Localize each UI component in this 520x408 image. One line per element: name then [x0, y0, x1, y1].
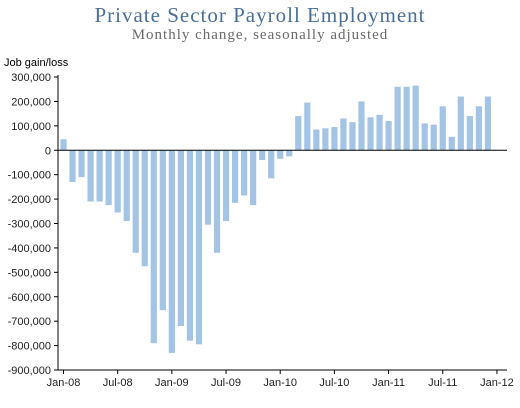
- bar: [367, 117, 374, 151]
- bar: [213, 150, 221, 253]
- y-tick-label: 100,000: [11, 121, 51, 133]
- bar: [394, 86, 401, 151]
- x-tick-label: Jan-08: [47, 377, 81, 389]
- y-tick-label: -100,000: [8, 170, 51, 182]
- y-tick-label: -900,000: [8, 365, 51, 377]
- bar: [141, 150, 148, 267]
- bar: [150, 150, 157, 344]
- bar: [168, 150, 175, 353]
- y-tick-label: -500,000: [8, 267, 51, 279]
- bar: [439, 106, 446, 151]
- bar: [304, 102, 311, 151]
- bar: [331, 127, 338, 151]
- bar: [322, 128, 329, 151]
- bar: [105, 150, 112, 206]
- bar: [96, 150, 103, 202]
- bar: [457, 96, 464, 151]
- bar: [376, 114, 383, 151]
- bar: [186, 150, 194, 341]
- bar: [412, 85, 419, 151]
- bar: [277, 150, 284, 159]
- bar: [484, 96, 492, 151]
- y-tick-label: -300,000: [8, 219, 51, 231]
- bar: [268, 150, 275, 179]
- x-tick-label: Jul-11: [428, 377, 457, 389]
- bar: [87, 150, 94, 202]
- bar: [69, 150, 76, 182]
- y-tick-label: 200,000: [11, 96, 51, 108]
- bar: [448, 136, 455, 151]
- bar: [259, 150, 266, 161]
- y-tick-label: -800,000: [8, 341, 51, 353]
- y-tick-label: 300,000: [11, 72, 51, 84]
- bar: [250, 150, 257, 206]
- y-tick-label: 0: [45, 145, 51, 157]
- bar: [123, 150, 130, 222]
- x-tick-label: Jul-08: [103, 377, 133, 389]
- y-tick-label: -700,000: [8, 316, 51, 328]
- chart-title: Private Sector Payroll Employment: [94, 3, 426, 27]
- bar: [466, 116, 473, 151]
- bar: [295, 116, 302, 151]
- bar: [286, 150, 293, 157]
- y-axis-label: Job gain/loss: [4, 57, 69, 69]
- bar: [313, 129, 320, 151]
- bar: [340, 118, 347, 151]
- y-tick-label: -200,000: [8, 194, 51, 206]
- bar: [358, 101, 365, 151]
- x-tick-label: Jul-09: [211, 377, 241, 389]
- bar: [222, 150, 230, 222]
- bar: [385, 120, 392, 151]
- bar: [403, 86, 410, 151]
- bar: [421, 123, 428, 151]
- x-tick-label: Jan-11: [372, 377, 405, 389]
- y-tick-label: -400,000: [8, 243, 51, 255]
- x-tick-label: Jan-09: [155, 377, 189, 389]
- bar: [60, 139, 67, 151]
- bar: [159, 150, 166, 311]
- bar: [177, 150, 184, 327]
- chart-subtitle: Monthly change, seasonally adjusted: [131, 27, 389, 43]
- bar: [231, 150, 239, 203]
- x-tick-label: Jul-10: [319, 377, 349, 389]
- bar: [349, 122, 356, 151]
- x-tick-label: Jan-12: [480, 377, 514, 389]
- bar: [241, 150, 248, 196]
- bar: [195, 150, 203, 345]
- x-tick-label: Jan-10: [263, 377, 297, 389]
- bar: [132, 150, 139, 253]
- y-tick-label: -600,000: [8, 292, 51, 304]
- bar: [430, 124, 437, 151]
- bar: [78, 150, 85, 178]
- bar: [114, 150, 121, 213]
- bar: [475, 106, 482, 151]
- bar: [204, 150, 212, 225]
